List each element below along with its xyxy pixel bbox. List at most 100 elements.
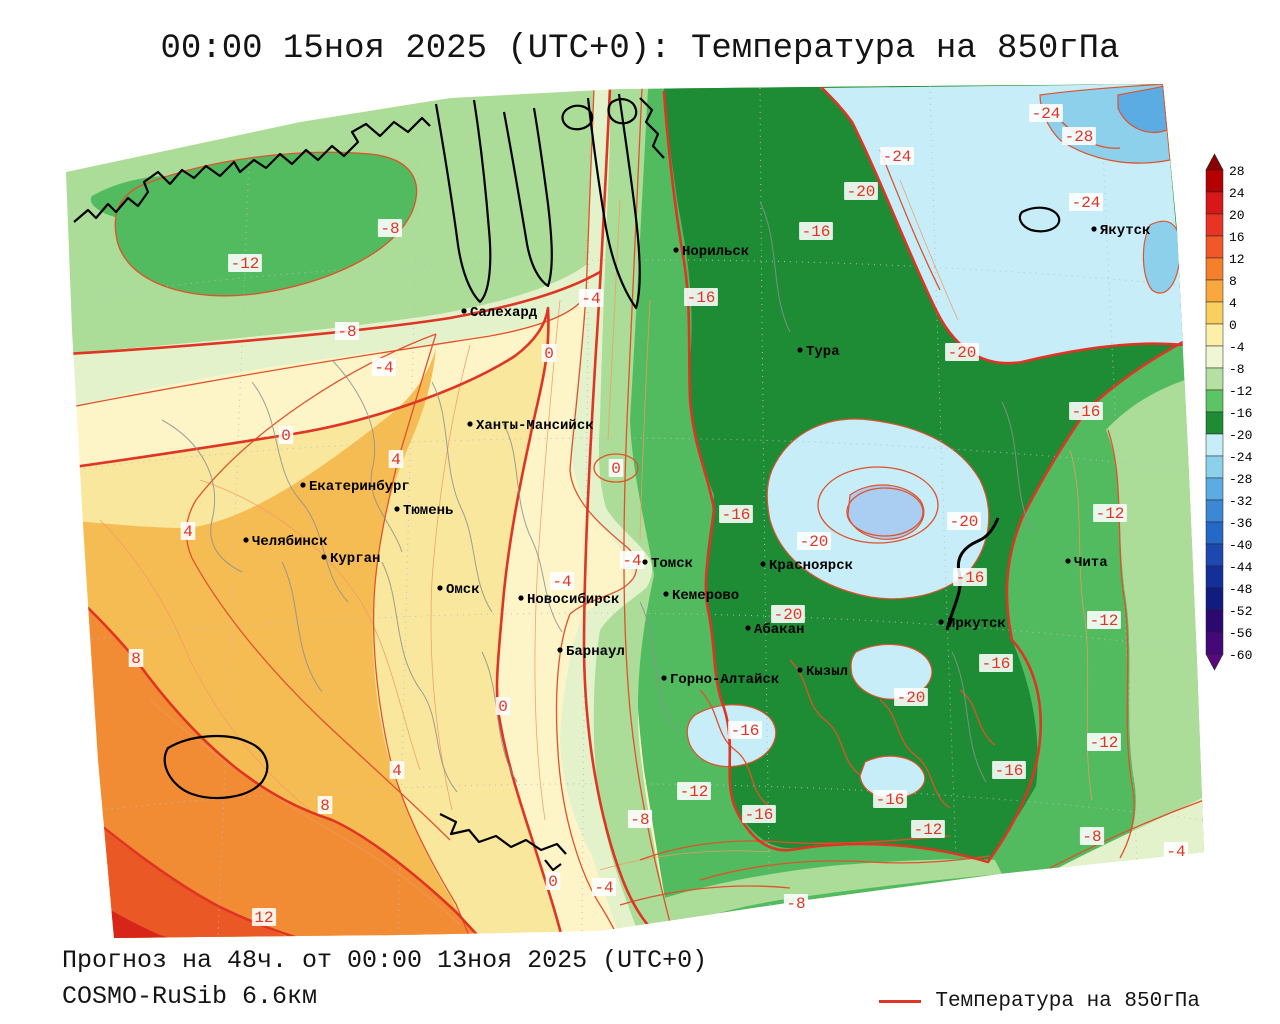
contour-label: 8 (131, 650, 141, 668)
colorbar-tick-label: -32 (1229, 494, 1252, 509)
minor-contour (430, 344, 471, 811)
minor-contour (607, 199, 621, 441)
colorbar-tick-label: 8 (1229, 274, 1237, 289)
region-lake-blue (847, 484, 925, 540)
country-border-short (544, 859, 562, 872)
admin-border (281, 561, 323, 693)
contour-label-chip (873, 790, 907, 808)
graticule-line (929, 85, 959, 906)
contour-label-chip (979, 654, 1013, 672)
graticule-line (99, 783, 1204, 821)
contour-label: -4 (552, 573, 571, 591)
contour-label: -20 (774, 606, 803, 624)
contour-label-chip (371, 358, 397, 376)
contour-label: -8 (337, 323, 356, 341)
country-border-altai (439, 813, 567, 855)
contour-label: -4 (594, 879, 613, 897)
admin-border (331, 359, 403, 553)
contour-label: -16 (876, 791, 905, 809)
temperature-fill-layer (66, 84, 1204, 938)
city-marker (663, 591, 669, 597)
region-cyan-south-3 (859, 755, 926, 799)
region-light-blue-patch-2 (1142, 220, 1181, 294)
contour-label-chip (742, 805, 776, 823)
taz-bay-coastline (502, 107, 553, 288)
contour-label: -8 (380, 220, 399, 238)
colorbar-tick-label: -24 (1229, 450, 1253, 465)
colorbar-cell (1205, 257, 1224, 281)
colorbar-cell (1205, 477, 1224, 501)
colorbar-cell (1205, 301, 1224, 325)
contour-label: 4 (391, 451, 401, 469)
region-deep-orange (66, 800, 290, 938)
admin-border (481, 651, 518, 783)
colorbar-tick-label: -44 (1229, 560, 1253, 575)
contour-label: -24 (1032, 105, 1061, 123)
contour-south-band (619, 885, 791, 906)
contour-label-chip (627, 810, 653, 828)
city-marker (661, 675, 667, 681)
colorbar-cell (1205, 169, 1224, 193)
city-label: Кемерово (672, 588, 739, 604)
contour-minus4 (66, 87, 595, 409)
colorbar-tick-label: -28 (1229, 472, 1252, 487)
city-label: Норильск (682, 244, 749, 260)
city-label: Барнаул (566, 644, 625, 660)
contour-label: -16 (956, 569, 985, 587)
minor-contour (534, 299, 561, 821)
colorbar-cell (1205, 367, 1224, 391)
contour-minus16-major (662, 90, 1185, 864)
city-label: Тюмень (403, 503, 453, 519)
city-marker (300, 482, 306, 488)
city-label: Чита (1074, 555, 1108, 571)
contour-minus24-inner (879, 149, 941, 291)
contour-label-chip (1079, 827, 1105, 845)
contour-label-chip (128, 649, 144, 667)
contour-label-chip (911, 820, 945, 838)
contour-label: 0 (544, 345, 554, 363)
yenisei-estuary-coastline (586, 93, 641, 310)
map-clipped-content (66, 84, 1204, 938)
map-legend: Температура на 850гПа (879, 990, 1200, 1013)
contour-label-chip (1163, 842, 1189, 860)
contour-label-chip (228, 254, 262, 272)
temperature-line-sample (879, 1000, 922, 1003)
coastline-east (639, 97, 665, 159)
region-pale-green-central-strip (560, 88, 653, 938)
contour-label-chip (797, 532, 831, 550)
region-light-green-central-strip (593, 88, 672, 938)
colorbar-tick-label: 28 (1229, 164, 1245, 179)
city-label: Кызыл (806, 664, 848, 680)
colorbar-cell (1205, 543, 1224, 567)
city-marker (518, 595, 524, 601)
contour-label: -12 (231, 255, 260, 273)
city-marker (437, 585, 443, 591)
contour-label: -16 (687, 289, 716, 307)
contour-label-chip (388, 450, 404, 468)
city-label: Ханты-Мансийск (476, 418, 594, 434)
contour-label: -8 (1082, 828, 1101, 846)
island-outline (1018, 206, 1061, 233)
city-label: Иркутск (947, 616, 1006, 632)
contour-label-chip (945, 343, 979, 361)
colorbar-cell (1205, 609, 1224, 633)
colorbar-tick-label: 12 (1229, 252, 1245, 267)
colorbar-tick-label: -52 (1229, 604, 1252, 619)
city-label: Тура (806, 344, 840, 360)
contour-label: -16 (1072, 403, 1101, 421)
contour-zero-blob (593, 453, 639, 483)
city-marker (797, 667, 803, 673)
contour-label: -8 (630, 811, 649, 829)
model-text: COSMO-RuSib 6.6км (62, 982, 318, 1011)
minor-contour (899, 179, 959, 321)
contour-label-chip (894, 688, 928, 706)
colorbar-cell (1205, 411, 1224, 435)
contour-label: 12 (254, 909, 273, 927)
graticule-line (85, 612, 1201, 651)
contour-label: -12 (1090, 734, 1119, 752)
colorbar-tick-label: -20 (1229, 428, 1252, 443)
contour-label: -16 (722, 506, 751, 524)
contour-label: -16 (995, 762, 1024, 780)
map-title: 00:00 15ноя 2025 (UTC+0): Температура на… (160, 30, 1120, 68)
